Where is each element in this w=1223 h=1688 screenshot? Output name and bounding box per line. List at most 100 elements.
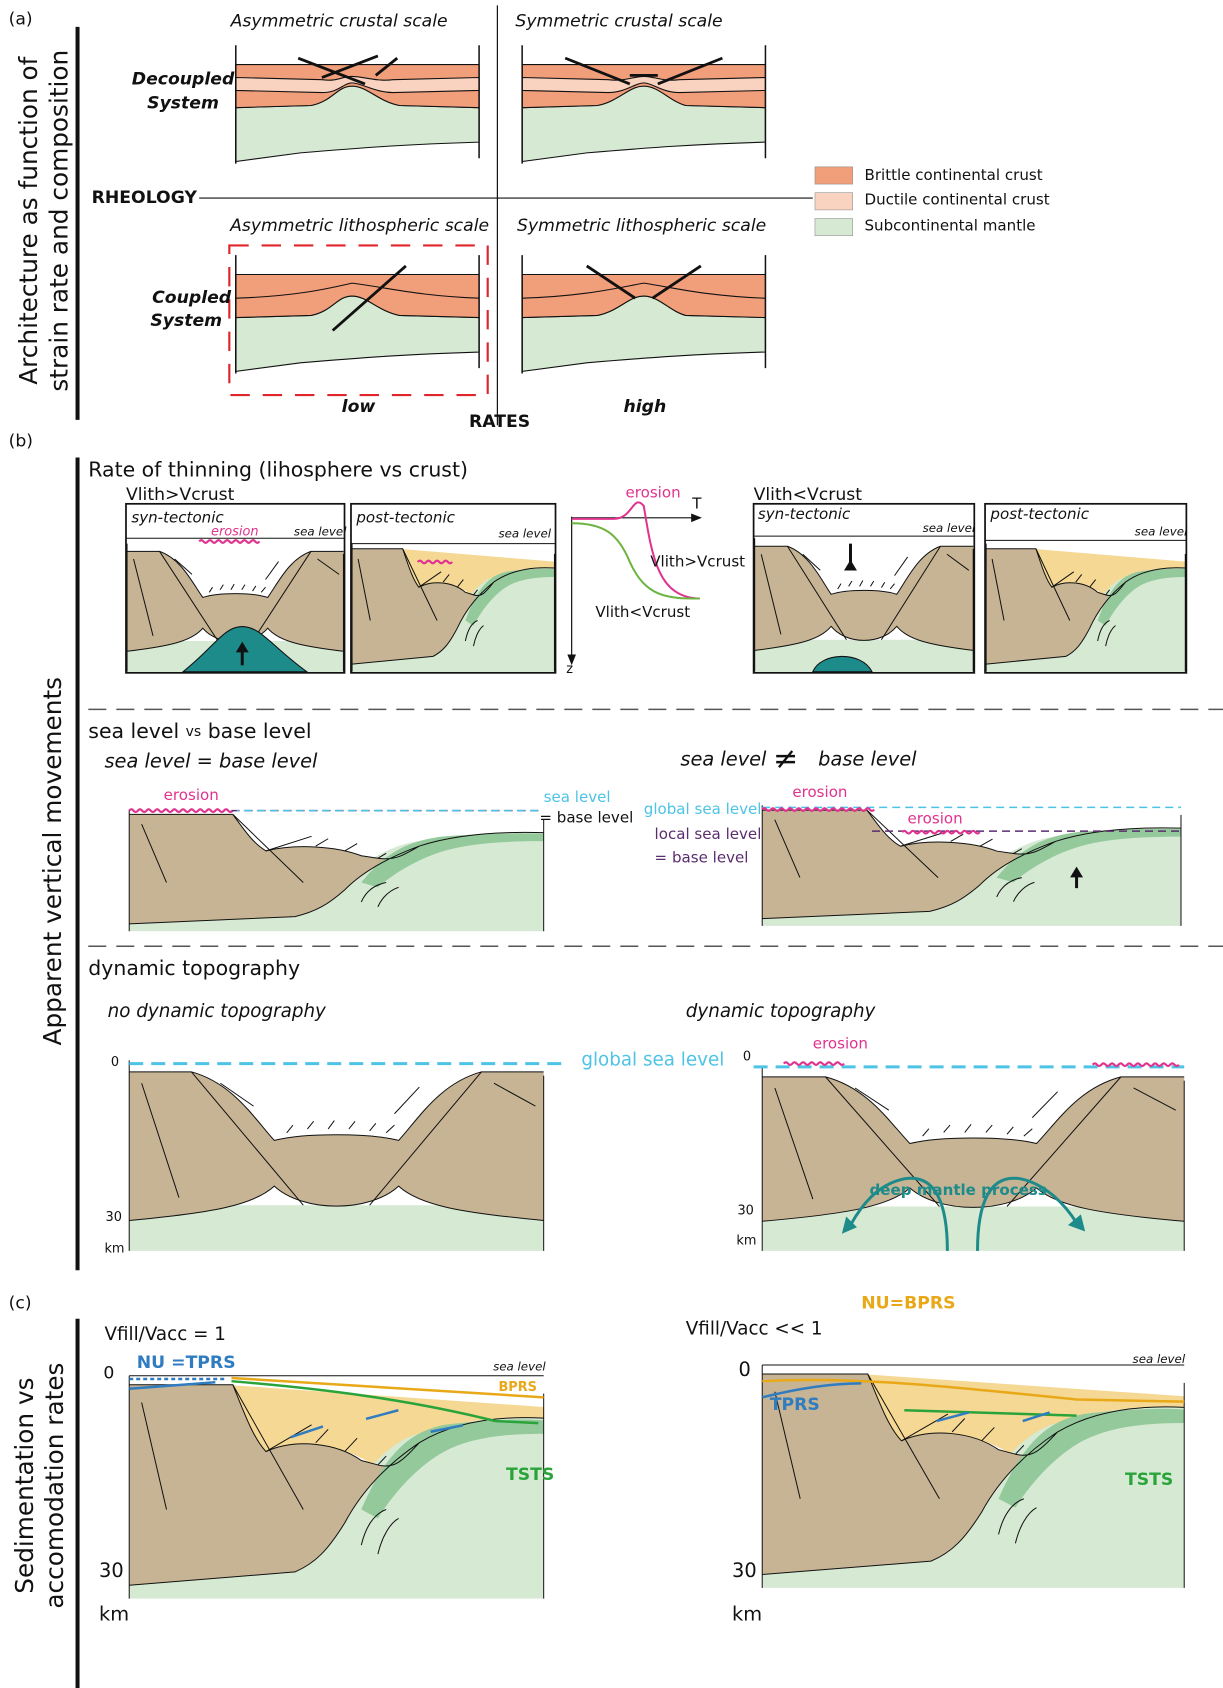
erosion-surface (1093, 1063, 1179, 1066)
erosion-label: erosion (164, 786, 219, 804)
frame (762, 1066, 1184, 1251)
crust (127, 551, 344, 652)
depth-label: 0 (743, 1050, 751, 1065)
unit-label: km (99, 1602, 129, 1625)
erosion-label: erosion (813, 1035, 868, 1053)
frame (127, 544, 343, 672)
unit-label: km (736, 1234, 756, 1249)
surface-label: NU =TPRS (137, 1353, 236, 1373)
curve (572, 502, 700, 598)
arrow-head (1067, 1214, 1086, 1232)
section (129, 1060, 543, 1251)
frame (129, 1376, 543, 1599)
panel-label: (c) (9, 1294, 32, 1314)
arrow-head (1070, 866, 1084, 878)
sea-level-label: sea level (498, 526, 551, 540)
sediment (1031, 548, 1186, 595)
rate-label: high (623, 397, 666, 417)
brittle-crust (235, 64, 480, 109)
sea-level-label: sea level (923, 521, 976, 535)
panel-box (125, 502, 346, 674)
layer-line (235, 282, 480, 299)
sea-level-label: global sea level (644, 800, 762, 818)
erosion-label: erosion (908, 810, 963, 828)
surface-tsts (231, 1381, 538, 1423)
depth-label: 0 (103, 1364, 114, 1384)
crust-outline (986, 549, 1185, 664)
side-label: accomodation rates (40, 1363, 69, 1609)
fault (297, 54, 399, 86)
case-heading: ≠ (773, 742, 798, 777)
erosion-label: erosion (792, 783, 847, 801)
mantle (129, 1205, 544, 1251)
section (754, 538, 974, 672)
fault (992, 549, 1115, 646)
crust-outline (129, 1072, 543, 1221)
sea-level-label: sea level (1135, 524, 1188, 538)
legend-swatch (814, 192, 853, 211)
sea-level-label: sea level (294, 524, 347, 538)
system-label: System (150, 311, 222, 331)
frame (762, 805, 1181, 926)
frame (521, 255, 767, 374)
mantle (754, 639, 974, 672)
curve (572, 523, 700, 598)
crust (754, 546, 974, 651)
side-label: Architecture as function of (14, 55, 43, 384)
frame (521, 45, 767, 164)
section-title: Symmetric lithospheric scale (517, 216, 766, 236)
exhumed-mantle (1097, 568, 1186, 626)
depth-label: 30 (106, 1210, 122, 1225)
sea-level-label: local sea level (655, 825, 762, 843)
depth-label: 30 (737, 1204, 753, 1219)
section (762, 805, 1181, 926)
system-label: System (147, 93, 219, 113)
section (986, 544, 1185, 672)
crust (762, 1373, 1058, 1575)
frame (235, 255, 480, 374)
fault (331, 264, 407, 332)
exhumed-mantle (361, 1419, 544, 1519)
panel-box (350, 502, 557, 674)
brittle-crust (521, 273, 766, 319)
erosion-surface (784, 1062, 844, 1065)
depth-label: 0 (739, 1358, 751, 1381)
fault (761, 546, 969, 639)
mantle-flow (978, 1178, 1077, 1251)
base-level-label: = base level (655, 848, 749, 866)
crust-outline (762, 1077, 1184, 1221)
surface-label: TSTS (506, 1465, 554, 1485)
frame (129, 1060, 543, 1251)
frame (235, 45, 480, 164)
case-heading: Vlith>Vcrust (126, 485, 235, 505)
depth-label: 30 (732, 1559, 757, 1582)
layer-line (522, 282, 766, 299)
fault (142, 1072, 536, 1205)
mantle (352, 567, 555, 672)
title-part: base level (208, 719, 312, 743)
axis-label: z (566, 662, 573, 677)
fault (775, 1077, 1176, 1207)
box-label: syn-tectonic (131, 508, 224, 526)
crust-outline (762, 810, 1181, 919)
section (235, 255, 480, 374)
case-heading: base level (818, 748, 917, 771)
surface-label: BPRS (498, 1380, 537, 1395)
exhumed-mantle (998, 1408, 1185, 1508)
fault (134, 551, 340, 641)
section-title: Asymmetric crustal scale (230, 12, 448, 32)
surface-tsts (904, 1410, 1076, 1415)
highlight-box (228, 244, 489, 397)
surface-label: NU=BPRS (861, 1294, 955, 1314)
crust (129, 1071, 544, 1221)
case-heading: Vlith<Vcrust (754, 485, 863, 505)
case-heading: Vfill/Vacc << 1 (686, 1319, 823, 1340)
legend-label: Brittle continental crust (864, 166, 1042, 184)
side-label: Apparent vertical movements (38, 677, 67, 1046)
surface-tprs (762, 1383, 1049, 1421)
crust (129, 814, 420, 924)
unit-label: km (732, 1602, 762, 1625)
brittle-crust (521, 64, 766, 109)
legend-label: Ductile continental crust (864, 191, 1049, 209)
crust-outline (762, 1374, 1184, 1575)
